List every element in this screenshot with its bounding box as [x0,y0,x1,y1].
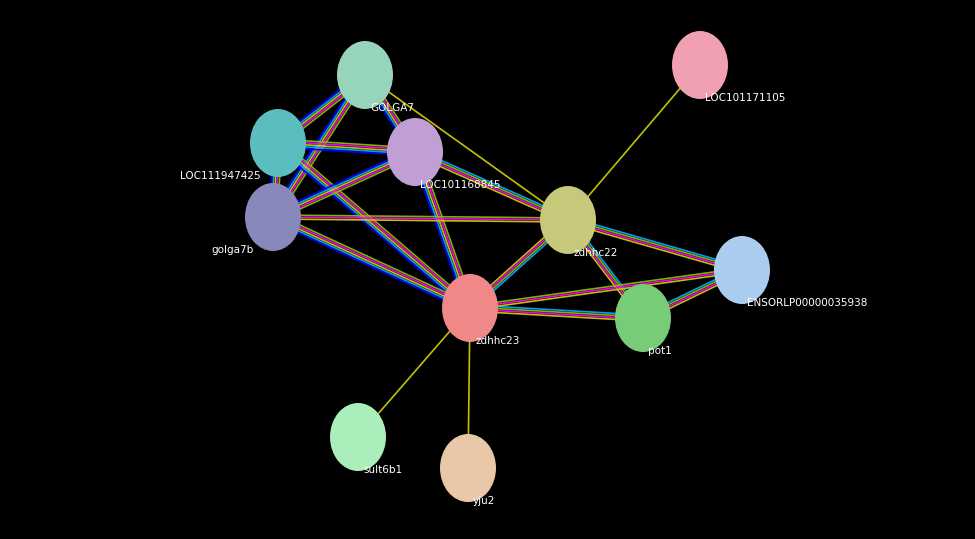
Text: sult6b1: sult6b1 [363,465,402,475]
Ellipse shape [540,186,596,254]
Text: yju2: yju2 [473,496,495,506]
Ellipse shape [440,434,496,502]
Text: LOC101168845: LOC101168845 [420,180,500,190]
Ellipse shape [330,403,386,471]
Ellipse shape [714,236,770,304]
Text: LOC101171105: LOC101171105 [705,93,786,103]
Ellipse shape [337,41,393,109]
Text: LOC111947425: LOC111947425 [180,171,260,181]
Text: pot1: pot1 [648,346,672,356]
Ellipse shape [245,183,301,251]
Ellipse shape [442,274,498,342]
Ellipse shape [672,31,728,99]
Text: zdhhc23: zdhhc23 [475,336,520,346]
Text: zdhhc22: zdhhc22 [573,248,617,258]
Text: ENSORLP00000035938: ENSORLP00000035938 [747,298,868,308]
Ellipse shape [615,284,671,352]
Text: GOLGA7: GOLGA7 [370,103,414,113]
Ellipse shape [387,118,443,186]
Ellipse shape [250,109,306,177]
Text: golga7b: golga7b [211,245,254,255]
